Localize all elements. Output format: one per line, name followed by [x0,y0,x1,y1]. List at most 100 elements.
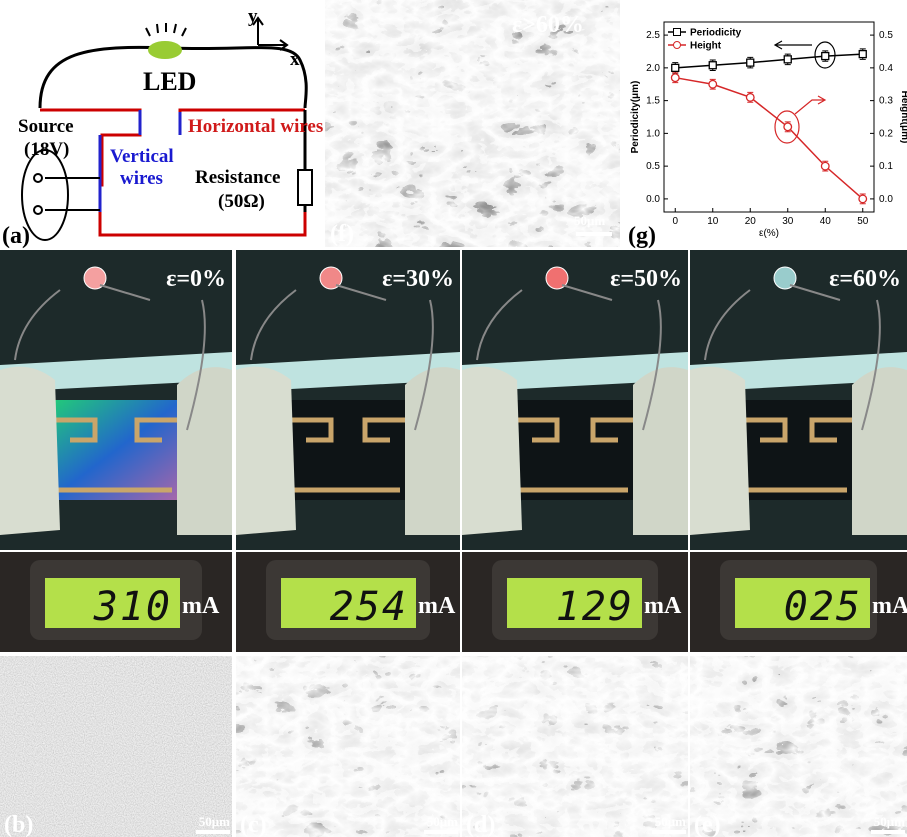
cloth [177,367,232,535]
legend-marker [674,42,681,49]
axis-x: x [290,49,300,70]
micrograph [0,656,232,837]
y2-tick-label: 0.3 [879,96,893,107]
resistance-value: (50Ω) [218,191,265,212]
x-tick-label: 0 [672,216,678,227]
meter-reading: 254 [330,584,408,630]
y2-tick-label: 0.4 [879,63,893,74]
series-line [675,54,863,68]
marker [822,53,829,60]
panel-label: (g) [628,223,656,249]
micrograph [690,656,907,837]
substrate [512,400,638,500]
marker [859,195,867,203]
source-label: Source [18,116,74,137]
axis-y: y [248,6,258,27]
led [148,41,182,59]
y-tick-label: 1.0 [646,128,660,139]
cloth [405,367,460,535]
strain-label: ε>60% [512,12,584,38]
panel-label: (b) [4,812,33,837]
scale-bar-label: 50μm [427,814,458,829]
horizontal-wires-label: Horizontal wires [188,116,323,137]
cloth [852,367,907,535]
x-tick-label: 20 [745,216,757,227]
marker [784,123,792,131]
y-axis-label: Periodicity(μm) [630,81,641,154]
marker [709,62,716,69]
marker [672,64,679,71]
marker [709,80,717,88]
legend-marker [674,29,681,36]
x-tick-label: 10 [707,216,719,227]
panel-label: (a) [2,223,30,249]
meter-unit: mA [872,593,907,619]
micrograph [462,656,688,837]
scale-bar-label: 50μm [199,814,230,829]
y-tick-label: 0.5 [646,161,660,172]
y2-tick-label: 0.5 [879,30,893,41]
meter-unit: mA [418,593,456,619]
strain-label: ε=50% [610,266,682,292]
micrograph [236,656,460,837]
resistance-label: Resistance [195,167,280,188]
y2-tick-label: 0.0 [879,194,893,205]
panel-label: (d) [466,812,495,837]
y-tick-label: 0.0 [646,194,660,205]
y-tick-label: 2.0 [646,63,660,74]
marker [859,51,866,58]
substrate [740,400,857,500]
cloth [633,367,688,535]
x-axis-label: ε(%) [759,228,779,239]
scale-bar [652,830,686,834]
strain-label: ε=60% [829,266,901,292]
scale-bar-label: 50μm [874,814,905,829]
y2-tick-label: 0.2 [879,128,893,139]
x-tick-label: 50 [857,216,869,227]
substrate [286,400,410,500]
scale-bar [576,232,612,236]
strain-label: ε=0% [166,266,226,292]
scale-bar-label: 50μm [655,814,686,829]
scale-bar-label: 50μm [574,213,605,228]
substrate [50,400,182,500]
scale-bar [424,830,458,834]
cloth [0,367,60,535]
y-tick-label: 2.5 [646,30,660,41]
meter-reading: 310 [93,584,172,630]
meter-reading: 129 [556,584,634,630]
source-voltage: (18V) [24,139,69,160]
meter-unit: mA [182,593,220,619]
x-tick-label: 40 [820,216,832,227]
meter-unit: mA [644,593,682,619]
photo-row: ε=0% 310 mA ε=30% 254 mA ε=50% 129 mA ε=60% 025 mA [0,250,907,652]
panel-label: (c) [240,812,267,837]
meter-reading: 025 [784,584,862,630]
scale-bar [196,830,230,834]
legend-label: Periodicity [690,28,742,39]
marker [784,56,791,63]
panel-label: (f) [330,221,354,247]
strain-label: ε=30% [382,266,454,292]
figure: LED Source (18V) Vertical wires Horizont… [0,0,907,837]
marker [671,74,679,82]
cloth [462,367,522,535]
y-tick-label: 1.5 [646,96,660,107]
vertical-wires-label: wires [120,168,163,189]
y2-tick-label: 0.1 [879,161,893,172]
marker [746,94,754,102]
marker [747,59,754,66]
led-label: LED [143,67,196,96]
chart: 0 10 20 30 40 50 0.0 0.5 1.0 1.5 2.0 2.5 0.0 0.1 0.2 0.… [628,22,907,249]
cloth [236,367,296,535]
micrograph-row: (b) 50μm (c) 50μm (d) 50μm (e) 50μm [0,656,907,837]
panel-label: (e) [694,812,721,837]
x-tick-label: 30 [782,216,794,227]
series-line [675,78,863,199]
cloth [690,367,750,535]
marker [821,162,829,170]
led-glow [146,23,186,36]
legend-label: Height [690,41,722,52]
y2-axis-label: Height(μm) [899,91,907,144]
vertical-wires-label: Vertical [110,146,174,167]
